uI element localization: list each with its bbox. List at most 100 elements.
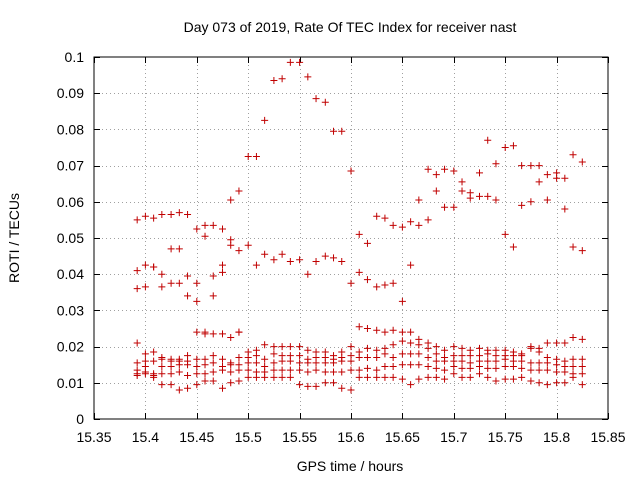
data-point bbox=[209, 352, 217, 360]
data-point bbox=[458, 373, 466, 381]
data-point bbox=[553, 368, 561, 376]
data-point bbox=[492, 196, 500, 204]
data-point bbox=[304, 359, 312, 367]
data-point bbox=[278, 357, 286, 365]
data-point bbox=[286, 58, 294, 66]
data-point bbox=[415, 221, 423, 229]
data-point bbox=[209, 292, 217, 300]
data-point bbox=[527, 162, 535, 170]
data-point bbox=[407, 361, 415, 369]
data-point bbox=[389, 279, 397, 287]
data-point bbox=[193, 381, 201, 389]
data-point bbox=[389, 221, 397, 229]
data-point bbox=[201, 330, 209, 338]
data-point bbox=[535, 178, 543, 186]
data-point bbox=[578, 355, 586, 363]
data-point bbox=[476, 370, 483, 378]
data-point bbox=[543, 196, 551, 204]
data-point bbox=[219, 355, 226, 363]
data-point bbox=[235, 366, 243, 374]
data-point bbox=[553, 174, 561, 182]
data-point bbox=[398, 337, 406, 345]
data-point bbox=[193, 363, 201, 371]
data-point bbox=[347, 167, 355, 175]
data-point bbox=[296, 352, 304, 360]
data-point bbox=[270, 343, 278, 351]
data-point bbox=[407, 261, 415, 269]
data-point bbox=[535, 348, 543, 356]
data-point bbox=[561, 174, 569, 182]
data-point bbox=[209, 272, 217, 280]
data-point bbox=[270, 350, 278, 358]
data-point bbox=[201, 377, 209, 385]
data-point bbox=[158, 363, 166, 371]
x-tick-label: 15.75 bbox=[488, 429, 523, 445]
data-point bbox=[158, 210, 166, 218]
data-point bbox=[450, 343, 458, 351]
data-point bbox=[278, 373, 286, 381]
data-point bbox=[244, 373, 252, 381]
data-point bbox=[184, 384, 192, 392]
data-point bbox=[441, 165, 449, 173]
data-point bbox=[193, 370, 201, 378]
data-point bbox=[466, 194, 474, 202]
data-point bbox=[415, 361, 423, 369]
data-point bbox=[424, 363, 432, 371]
data-point bbox=[476, 192, 483, 200]
data-points bbox=[133, 58, 586, 394]
y-tick-label: 0.06 bbox=[57, 194, 84, 210]
data-point bbox=[175, 361, 183, 369]
data-point bbox=[561, 368, 569, 376]
data-point bbox=[518, 162, 526, 170]
data-point bbox=[535, 379, 543, 387]
data-point bbox=[304, 270, 312, 278]
data-point bbox=[235, 353, 243, 361]
y-tick-label: 0.07 bbox=[57, 158, 84, 174]
data-point bbox=[193, 297, 201, 305]
x-tick-label: 15.65 bbox=[385, 429, 420, 445]
data-point bbox=[261, 250, 269, 258]
data-point bbox=[261, 355, 269, 363]
data-point bbox=[492, 364, 500, 372]
data-point bbox=[141, 212, 149, 220]
data-point bbox=[569, 373, 577, 381]
data-point bbox=[252, 373, 260, 381]
data-point bbox=[424, 344, 432, 352]
data-point bbox=[278, 366, 286, 374]
data-point bbox=[518, 201, 526, 209]
data-point bbox=[484, 364, 492, 372]
y-axis-tick-labels: 0 0.01 0.02 0.03 0.04 0.05 0.06 0.07 0.08 0.09 0.1 bbox=[57, 49, 84, 427]
data-point bbox=[355, 373, 363, 381]
data-point bbox=[492, 377, 500, 385]
data-point bbox=[527, 344, 535, 352]
data-point bbox=[321, 368, 329, 376]
data-point bbox=[458, 344, 466, 352]
data-point bbox=[476, 344, 483, 352]
data-point bbox=[389, 363, 397, 371]
data-point bbox=[184, 210, 192, 218]
data-point bbox=[321, 379, 329, 387]
data-point bbox=[150, 357, 158, 365]
series-band-2 bbox=[133, 337, 586, 367]
data-point bbox=[389, 326, 397, 334]
data-point bbox=[578, 335, 586, 343]
data-point bbox=[501, 355, 509, 363]
data-point bbox=[209, 330, 217, 338]
data-point bbox=[373, 283, 381, 291]
data-point bbox=[458, 178, 466, 186]
y-tick-label: 0 bbox=[76, 411, 84, 427]
data-point bbox=[407, 381, 415, 389]
data-point bbox=[270, 256, 278, 264]
data-point bbox=[184, 361, 192, 369]
data-point bbox=[509, 375, 517, 383]
x-tick-label: 15.85 bbox=[590, 429, 625, 445]
data-point bbox=[312, 95, 320, 103]
data-point bbox=[244, 153, 252, 161]
data-point bbox=[501, 144, 509, 151]
data-point bbox=[167, 370, 175, 378]
data-point bbox=[527, 377, 535, 385]
data-point bbox=[193, 225, 201, 233]
data-point bbox=[338, 357, 346, 365]
data-point bbox=[296, 343, 304, 351]
data-point bbox=[415, 350, 423, 358]
